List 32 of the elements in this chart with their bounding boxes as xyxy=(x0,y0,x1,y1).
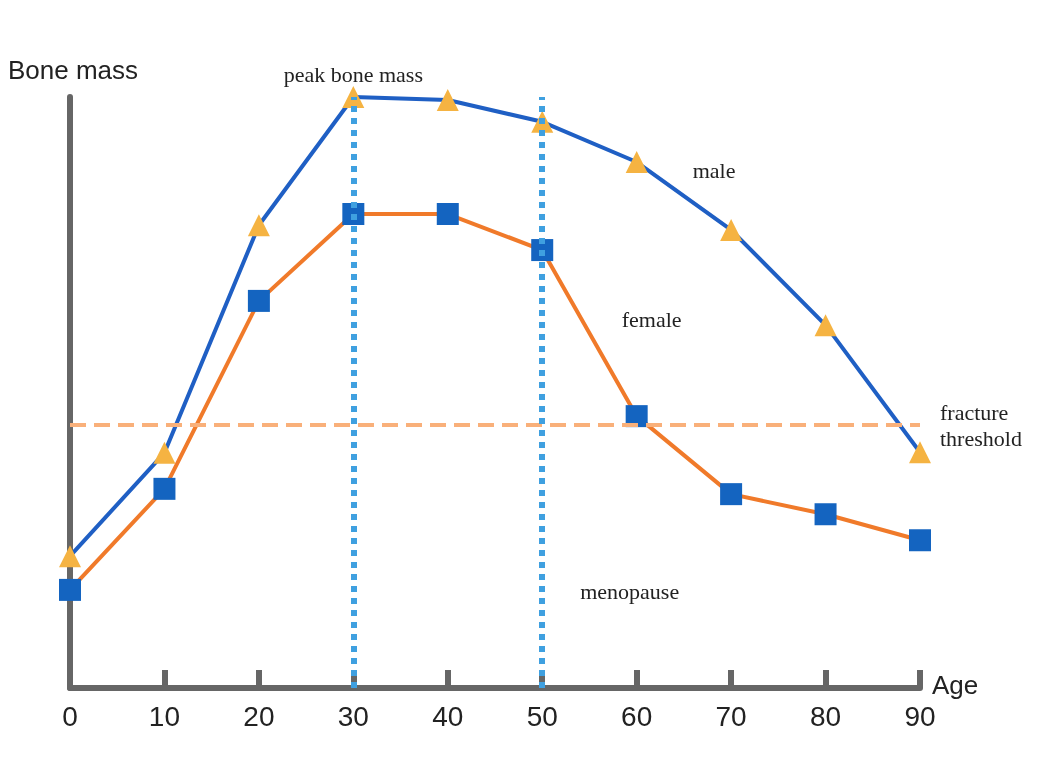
x-tick-label: 50 xyxy=(526,700,558,732)
point xyxy=(247,289,270,312)
point xyxy=(720,218,743,241)
point xyxy=(436,88,459,111)
point xyxy=(153,441,176,464)
x-tick-label: 70 xyxy=(715,700,747,732)
x-tick-label: 20 xyxy=(243,700,275,732)
series-label: male xyxy=(692,157,736,183)
point xyxy=(59,545,81,568)
series-label: female xyxy=(621,306,682,332)
x-tick-label: 80 xyxy=(809,700,842,732)
x-tick-label: 90 xyxy=(904,700,936,732)
y-axis-title: Bone mass xyxy=(8,55,139,85)
x-tick-label: 60 xyxy=(621,700,653,732)
point xyxy=(59,578,81,601)
x-tick-label: 0 xyxy=(62,700,78,732)
point xyxy=(909,529,931,552)
x-axis-title: Age xyxy=(932,670,979,700)
x-tick-label: 30 xyxy=(337,700,369,732)
point xyxy=(436,203,459,226)
point xyxy=(814,314,837,337)
point xyxy=(153,477,176,500)
ref-line-label: menopause xyxy=(580,578,680,604)
point xyxy=(625,151,648,174)
point xyxy=(720,483,743,506)
ref-line-label: fracture threshold xyxy=(940,399,1022,451)
point xyxy=(247,214,270,237)
x-tick-label: 40 xyxy=(432,700,464,732)
point xyxy=(814,503,837,526)
point xyxy=(909,441,931,464)
x-tick-label: 10 xyxy=(148,700,181,732)
ref-line-label: peak bone mass xyxy=(283,61,423,87)
